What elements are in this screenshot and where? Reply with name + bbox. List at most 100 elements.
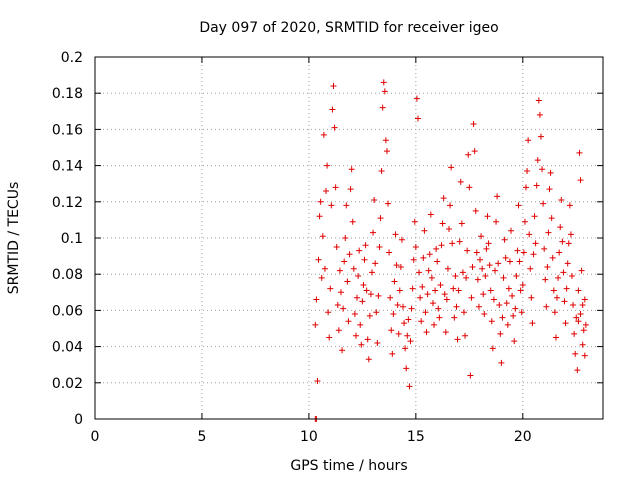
data-point [450,285,457,292]
y-tick-label: 0.1 [61,231,83,247]
data-point [475,303,482,310]
data-point [343,202,350,209]
data-point [549,254,556,261]
data-point [405,316,412,323]
data-point [354,294,361,301]
x-tick-label: 0 [91,429,100,445]
y-tick-label: 0.14 [52,159,83,175]
data-point [577,177,584,184]
data-point [388,327,395,334]
data-point [438,242,445,249]
y-axis-label: SRMTID / TECUs [6,182,22,295]
data-point [582,321,589,328]
data-point [497,330,504,337]
data-point [373,309,380,316]
data-point [367,291,374,298]
data-point [500,274,507,281]
data-point [396,287,403,294]
data-point [441,291,448,298]
data-point [349,218,356,225]
data-point [566,202,573,209]
data-point [431,321,438,328]
data-point [425,267,432,274]
data-point [350,265,357,272]
data-point [371,196,378,203]
data-point [474,276,481,283]
data-point [509,292,516,299]
data-point [389,350,396,357]
data-point [516,258,523,265]
data-point [324,162,331,169]
data-point [374,339,381,346]
x-tick-label: 20 [514,429,532,445]
data-point [412,244,419,251]
data-point [503,300,510,307]
x-axis-label: GPS time / hours [290,458,407,474]
data-point [558,196,565,203]
data-point [580,327,587,334]
data-point [487,287,494,294]
data-point [534,157,541,164]
data-point [515,202,522,209]
data-point [491,267,498,274]
data-point [409,285,416,292]
data-point [551,309,558,316]
data-point [444,265,451,272]
data-point [477,256,484,263]
data-point [347,186,354,193]
data-point [530,251,537,258]
data-point [465,151,472,158]
y-tick-label: 0.16 [52,122,83,138]
data-point [495,260,502,267]
data-point [562,320,569,327]
data-point [440,195,447,202]
data-point [382,137,389,144]
data-point [345,318,352,325]
data-point [434,258,441,265]
data-point [480,291,487,298]
data-point [560,269,567,276]
y-tick-label: 0.12 [52,195,83,211]
data-point [504,321,511,328]
data-point [317,198,324,205]
data-point [435,305,442,312]
data-point [478,233,485,240]
data-point [393,262,400,269]
data-point [381,88,388,95]
data-point [579,341,586,348]
data-point [320,131,327,138]
axis-ticks: 0 0.02 0.04 0.06 0.08 0.1 0.12 0.14 0.16 0.18 0.2 0… [52,50,603,445]
y-tick-label: 0.18 [52,86,83,102]
x-tick-label: 15 [407,429,425,445]
data-point [355,273,362,280]
data-point [358,341,365,348]
data-point [391,278,398,285]
data-point [466,184,473,191]
data-point [397,263,404,270]
data-point [326,334,333,341]
data-point [556,249,563,256]
data-point [328,202,335,209]
data-point [407,338,414,345]
data-point [426,251,433,258]
data-point [360,282,367,289]
data-point [552,334,559,341]
data-point [432,287,439,294]
data-point [575,318,582,325]
data-point [486,262,493,269]
data-point [525,137,532,144]
data-point [572,350,579,357]
data-point [513,273,520,280]
data-point [554,294,561,301]
data-point [372,260,379,267]
data-point [581,296,588,303]
data-point [541,245,548,252]
data-point [351,311,358,318]
data-point [402,345,409,352]
data-point [334,301,341,308]
data-point [555,274,562,281]
data-point [395,330,402,337]
data-point [383,148,390,155]
data-point [436,314,443,321]
data-point [400,303,407,310]
